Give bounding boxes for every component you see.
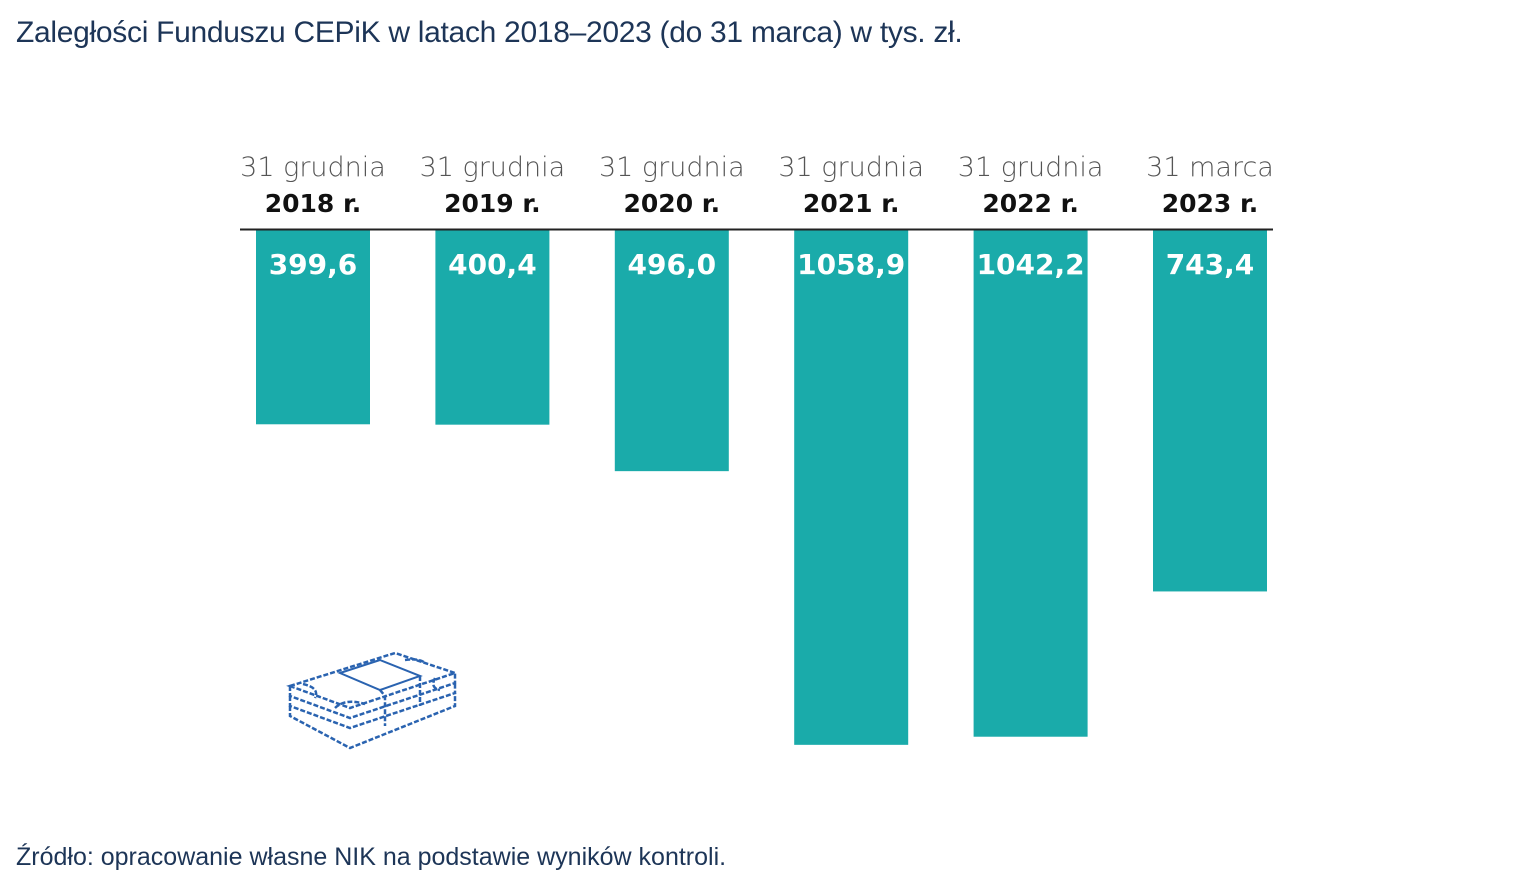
bar xyxy=(794,230,909,745)
data-label: 1042,2 xyxy=(977,248,1085,281)
category-label-year: 2023 r. xyxy=(1162,189,1259,218)
category-label-day: 31 grudnia xyxy=(240,152,386,183)
bar xyxy=(614,230,729,472)
category-label-year: 2020 r. xyxy=(624,189,721,218)
money-stack-icon xyxy=(286,651,459,750)
category-label-day: 31 grudnia xyxy=(599,152,745,183)
category-label-day: 31 grudnia xyxy=(958,152,1104,183)
data-label: 1058,9 xyxy=(797,248,905,281)
bar xyxy=(435,230,550,425)
source-note: Źródło: opracowanie własne NIK na podsta… xyxy=(16,843,727,871)
data-label: 400,4 xyxy=(448,248,537,281)
category-label-day: 31 marca xyxy=(1146,152,1274,183)
category-label-year: 2022 r. xyxy=(982,189,1079,218)
category-label-year: 2019 r. xyxy=(444,189,541,218)
category-label-day: 31 grudnia xyxy=(778,152,924,183)
data-label: 496,0 xyxy=(628,248,717,281)
bar xyxy=(256,230,370,425)
bar xyxy=(973,230,1088,737)
category-label-year: 2018 r. xyxy=(265,189,362,218)
data-label: 743,4 xyxy=(1166,248,1255,281)
bar xyxy=(1153,230,1267,592)
category-label-year: 2021 r. xyxy=(803,189,900,218)
data-label: 399,6 xyxy=(269,248,358,281)
category-label-day: 31 grudnia xyxy=(420,152,566,183)
chart-title: Zaległości Funduszu CEPiK w latach 2018–… xyxy=(16,16,963,49)
